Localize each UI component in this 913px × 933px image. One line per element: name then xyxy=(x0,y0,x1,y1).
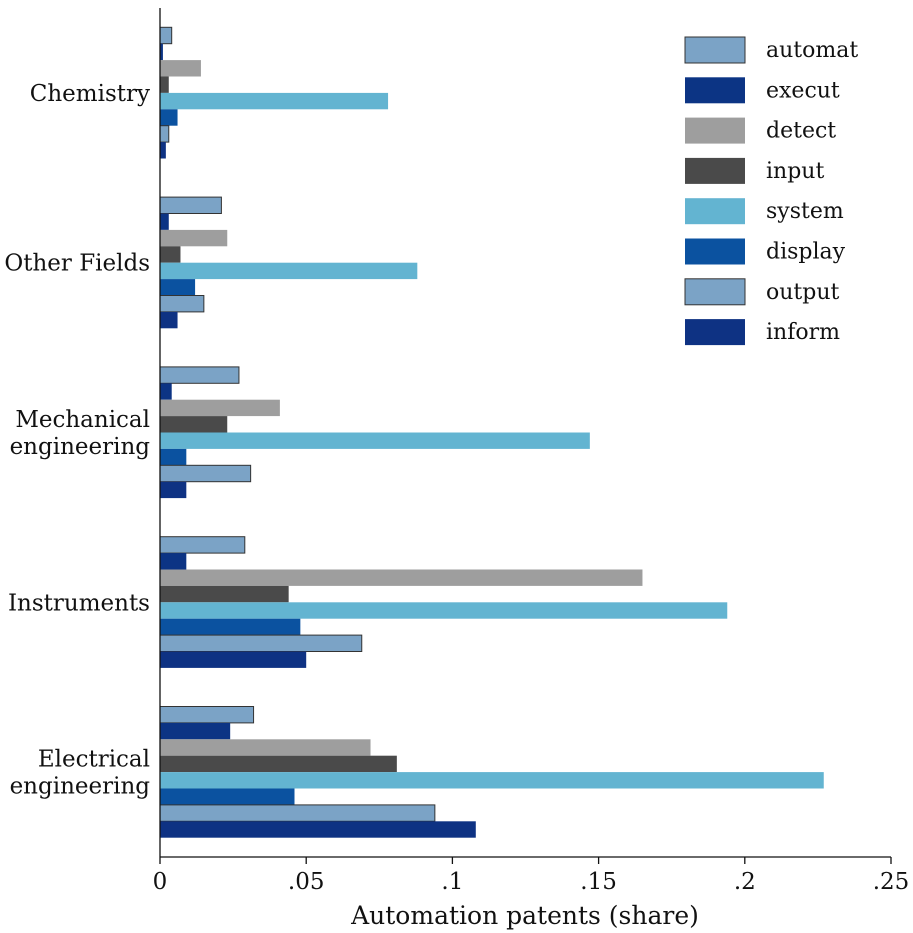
x-tick-label: 0 xyxy=(153,869,168,895)
category-label: Electrical engineering xyxy=(10,747,151,800)
bar-inform xyxy=(160,142,166,159)
x-axis-title: Automation patents (share) xyxy=(350,901,699,930)
bar-input xyxy=(160,416,228,433)
bar-input xyxy=(160,755,397,773)
legend-swatch-execut xyxy=(685,77,745,104)
category-label-line: Instruments xyxy=(8,590,150,616)
legend-label-system: system xyxy=(766,199,844,224)
category-label: Instruments xyxy=(8,590,150,616)
legend-swatch-input xyxy=(685,157,745,184)
legend-swatch-output xyxy=(684,278,746,306)
bar-execut xyxy=(160,553,187,570)
category-label-line: engineering xyxy=(10,434,151,460)
bar-input xyxy=(160,76,169,93)
legend-label-inform: inform xyxy=(766,320,840,345)
bar-display xyxy=(160,109,178,126)
legend-label-input: input xyxy=(766,159,824,184)
category-label-line: Electrical xyxy=(38,747,150,773)
bar-execut xyxy=(160,383,172,400)
legend-swatch-display xyxy=(685,238,745,265)
x-tick-label: .05 xyxy=(288,869,325,895)
legend-swatch-system xyxy=(685,198,745,225)
category-label: Other Fields xyxy=(4,251,150,277)
x-axis-ticks: 0 .05 .1 .15 .2 .25 xyxy=(153,857,910,895)
bar-output xyxy=(159,634,363,652)
bar-detect xyxy=(160,60,201,77)
category-label-line: Chemistry xyxy=(30,81,150,107)
legend: automat execut detect input system display out… xyxy=(684,36,858,346)
bar-input xyxy=(160,585,289,603)
category-label-line: Other Fields xyxy=(4,251,150,277)
bar-automat xyxy=(159,536,246,554)
bar-input xyxy=(160,246,181,263)
legend-swatch-automat xyxy=(684,36,746,64)
legend-label-execut: execut xyxy=(766,78,840,103)
bar-system xyxy=(160,92,389,110)
bar-detect xyxy=(160,229,228,247)
legend-label-output: output xyxy=(766,280,840,305)
legend-label-display: display xyxy=(766,240,846,265)
bar-automat xyxy=(159,706,255,724)
category-label-line: Mechanical xyxy=(15,407,150,433)
x-tick-label: .2 xyxy=(734,869,756,895)
bar-inform xyxy=(160,651,307,668)
bar-display xyxy=(160,788,295,805)
category-label: Mechanical engineering xyxy=(10,407,151,460)
legend-swatch-inform xyxy=(685,319,745,346)
bar-inform xyxy=(160,821,476,838)
bar-display xyxy=(160,618,301,636)
x-tick-label: .1 xyxy=(441,869,463,895)
bar-execut xyxy=(160,722,231,740)
category-label: Chemistry xyxy=(30,81,150,107)
legend-label-detect: detect xyxy=(766,119,836,144)
bar-display xyxy=(160,448,187,466)
bar-system xyxy=(160,432,590,449)
x-tick-label: .25 xyxy=(873,869,910,895)
legend-swatch-detect xyxy=(685,117,745,144)
bar-automat xyxy=(159,366,240,384)
bar-automat xyxy=(159,26,173,45)
bar-execut xyxy=(160,43,163,61)
bar-system xyxy=(160,602,728,619)
bar-automat xyxy=(159,196,222,215)
bar-output xyxy=(159,464,252,483)
bar-detect xyxy=(160,739,371,756)
category-label-line: engineering xyxy=(10,774,151,800)
x-tick-label: .15 xyxy=(580,869,617,895)
legend-label-automat: automat xyxy=(766,38,858,63)
bar-output xyxy=(159,295,205,313)
bar-output xyxy=(159,125,170,143)
bar-inform xyxy=(160,481,187,499)
bar-system xyxy=(160,772,824,789)
bar-execut xyxy=(160,213,169,230)
bar-detect xyxy=(160,399,280,417)
bars-group xyxy=(159,26,824,838)
bar-display xyxy=(160,279,196,296)
bar-output xyxy=(159,804,436,822)
bar-detect xyxy=(160,569,643,586)
bar-system xyxy=(160,262,418,280)
bar-inform xyxy=(160,311,178,329)
